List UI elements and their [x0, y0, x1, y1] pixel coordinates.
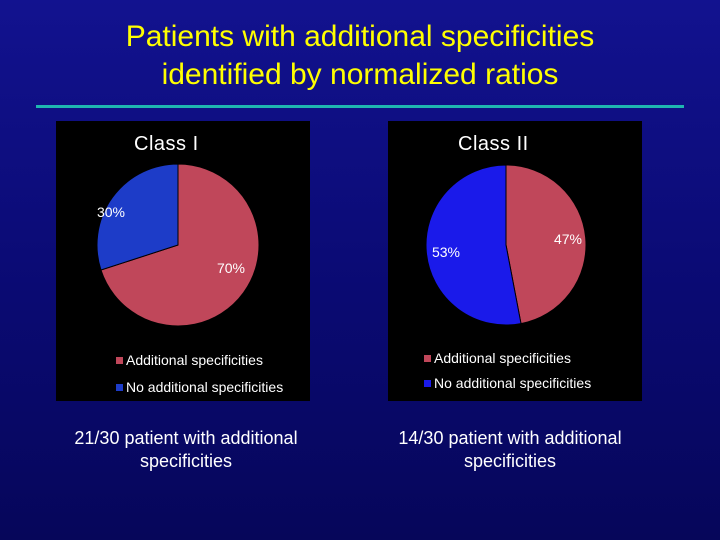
- caption-line-2: specificities: [463, 451, 557, 471]
- legend-item-no-additional: No additional specificities: [116, 379, 283, 395]
- legend-item-no-additional: No additional specificities: [424, 375, 591, 391]
- class-ii-pie: 47% 53%: [425, 164, 587, 326]
- legend-item-additional: Additional specificities: [116, 352, 263, 368]
- slice-data-label: 47%: [554, 231, 582, 247]
- slice-data-label: 30%: [97, 204, 125, 220]
- legend-label: No additional specificities: [434, 375, 592, 391]
- caption-line-2: specificities: [139, 451, 233, 471]
- legend-label: Additional specificities: [126, 352, 263, 368]
- legend-swatch: [424, 380, 431, 387]
- slice-data-label: 70%: [217, 260, 245, 276]
- slide-title-line-2: identified by normalized ratios: [161, 58, 559, 91]
- legend-label: No additional specificities: [126, 379, 284, 395]
- class-i-caption: 21/30 patient with additional specificit…: [36, 427, 336, 473]
- slide-title: Patients with additional specificities i…: [40, 18, 680, 94]
- title-divider: [36, 105, 684, 108]
- caption-line-1: 21/30 patient with additional: [74, 428, 298, 448]
- chart-title: Class I: [134, 133, 199, 155]
- legend-swatch: [424, 355, 431, 362]
- class-ii-chart: Class II 47% 53% Additional specificities…: [388, 121, 642, 401]
- legend-swatch: [116, 357, 123, 364]
- pie-slice-additional: [100, 163, 260, 327]
- pie-slice-no-additional: [425, 164, 522, 326]
- chart-title: Class II: [458, 133, 529, 155]
- legend-label: Additional specificities: [434, 350, 571, 366]
- class-i-chart: Class I 70% 30% Additional specificities …: [56, 121, 310, 401]
- pie-slice-no-additional: [96, 163, 179, 271]
- legend-swatch: [116, 384, 123, 391]
- slide-title-line-1: Patients with additional specificities: [125, 20, 595, 53]
- class-ii-caption: 14/30 patient with additional specificit…: [360, 427, 660, 473]
- legend-item-additional: Additional specificities: [424, 350, 571, 366]
- caption-line-1: 14/30 patient with additional: [398, 428, 622, 448]
- class-i-pie: 70% 30%: [96, 163, 260, 327]
- slice-data-label: 53%: [432, 244, 460, 260]
- pie-slice-additional: [505, 164, 587, 325]
